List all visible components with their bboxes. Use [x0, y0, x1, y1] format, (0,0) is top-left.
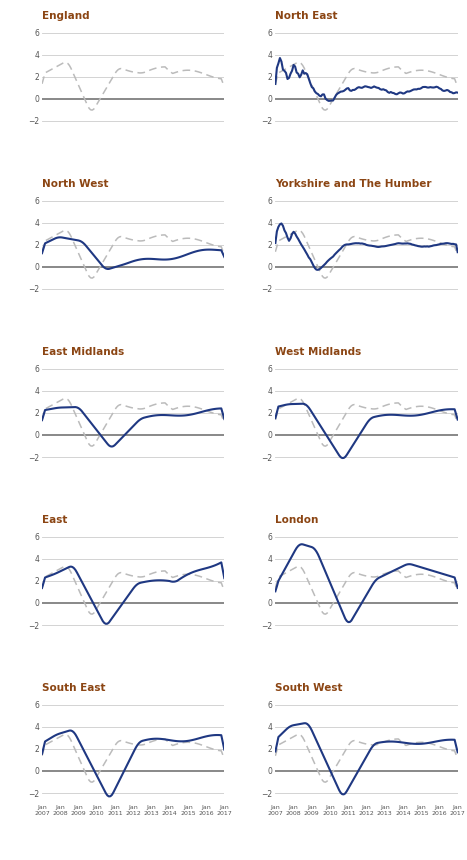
Text: South East: South East — [42, 683, 106, 693]
Text: West Midlands: West Midlands — [276, 347, 361, 357]
Text: South West: South West — [276, 683, 343, 693]
Text: East Midlands: East Midlands — [42, 347, 124, 357]
Text: London: London — [276, 515, 319, 525]
Text: Yorkshire and The Humber: Yorkshire and The Humber — [276, 179, 432, 188]
Text: East: East — [42, 515, 67, 525]
Text: North West: North West — [42, 179, 108, 188]
Text: England: England — [42, 10, 90, 21]
Text: North East: North East — [276, 10, 338, 21]
